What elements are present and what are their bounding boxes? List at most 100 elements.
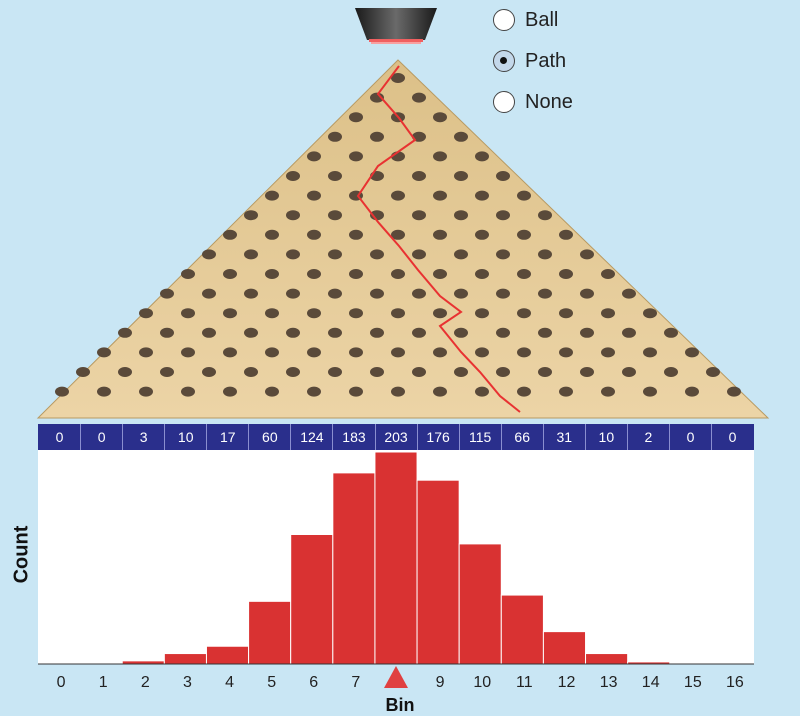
bin-count-cell: 0 — [39, 424, 82, 450]
bin-count-cell: 183 — [333, 424, 376, 450]
peg — [580, 327, 594, 338]
peg — [181, 386, 195, 397]
peg — [538, 210, 552, 221]
x-tick-label: 2 — [141, 674, 150, 691]
peg — [496, 210, 510, 221]
peg — [223, 269, 237, 279]
bin-count-cell: 0 — [81, 424, 124, 450]
peg — [181, 347, 195, 358]
x-tick-label: 7 — [351, 674, 360, 691]
peg — [307, 386, 321, 397]
peg — [454, 327, 468, 338]
y-axis-label: Count — [10, 525, 33, 584]
histogram-bar — [416, 479, 460, 665]
peg — [538, 327, 552, 338]
peg — [370, 327, 384, 338]
peg — [307, 308, 321, 319]
peg — [244, 367, 258, 377]
peg — [202, 367, 216, 377]
peg — [664, 367, 678, 377]
histogram-bar — [332, 472, 376, 665]
histogram-bar — [205, 645, 250, 665]
peg — [370, 367, 384, 377]
radio-button-icon[interactable] — [493, 91, 515, 113]
bin-count-cell: 124 — [291, 424, 334, 450]
bin-count-cell: 0 — [728, 429, 737, 445]
radio-button-icon[interactable] — [493, 9, 515, 31]
peg — [643, 347, 657, 358]
peg — [202, 327, 216, 338]
peg — [391, 229, 405, 240]
peg — [454, 210, 468, 221]
peg — [433, 151, 447, 162]
peg — [202, 288, 216, 299]
peg — [370, 288, 384, 299]
peg — [370, 92, 384, 103]
peg — [664, 327, 678, 338]
peg — [391, 73, 405, 83]
peg — [139, 308, 153, 319]
peg — [622, 367, 636, 377]
peg — [286, 249, 300, 260]
peg — [139, 347, 153, 358]
x-tick-label: 11 — [516, 674, 533, 691]
triangle-marker-icon[interactable] — [384, 666, 408, 688]
peg — [559, 386, 573, 397]
peg — [265, 269, 279, 279]
peg — [475, 347, 489, 358]
peg — [412, 171, 426, 181]
peg — [328, 171, 342, 181]
peg — [349, 386, 363, 397]
peg — [391, 347, 405, 358]
x-tick-label: 3 — [183, 674, 192, 691]
peg — [412, 249, 426, 260]
peg — [391, 386, 405, 397]
peg — [517, 308, 531, 319]
x-tick-label: 0 — [57, 674, 66, 691]
peg — [601, 347, 615, 358]
peg — [475, 190, 489, 201]
peg — [559, 229, 573, 240]
peg — [307, 269, 321, 279]
peg — [349, 269, 363, 279]
peg — [475, 229, 489, 240]
peg — [622, 327, 636, 338]
peg — [580, 249, 594, 260]
x-axis-label: Bin — [385, 695, 415, 715]
peg — [601, 308, 615, 319]
peg — [517, 269, 531, 279]
x-tick-label: 6 — [309, 674, 318, 691]
peg — [181, 269, 195, 279]
peg — [433, 386, 447, 397]
peg — [118, 367, 132, 377]
peg — [55, 386, 69, 397]
peg — [454, 131, 468, 142]
peg — [475, 151, 489, 162]
peg — [202, 249, 216, 260]
peg — [454, 249, 468, 260]
peg — [265, 347, 279, 358]
peg — [496, 249, 510, 260]
peg — [517, 386, 531, 397]
radio-button-icon[interactable] — [493, 50, 515, 72]
peg — [685, 386, 699, 397]
peg — [685, 347, 699, 358]
peg — [622, 288, 636, 299]
histogram-bar — [585, 653, 629, 665]
bin-count-cell: 10 — [586, 424, 628, 450]
bin-count-cell: 3 — [123, 424, 166, 450]
x-tick-label: 12 — [558, 674, 576, 691]
radio-ball-label: Ball — [525, 8, 559, 31]
peg — [160, 367, 174, 377]
peg — [349, 112, 363, 123]
peg — [328, 367, 342, 377]
radio-ball[interactable]: Ball — [493, 6, 558, 34]
funnel-icon — [355, 8, 437, 44]
peg — [265, 190, 279, 201]
peg — [433, 269, 447, 279]
bin-count-cell: 66 — [502, 424, 544, 450]
radio-none[interactable]: None — [493, 88, 573, 116]
bin-count-cell: 17 — [207, 424, 250, 450]
radio-path[interactable]: Path — [493, 47, 566, 75]
